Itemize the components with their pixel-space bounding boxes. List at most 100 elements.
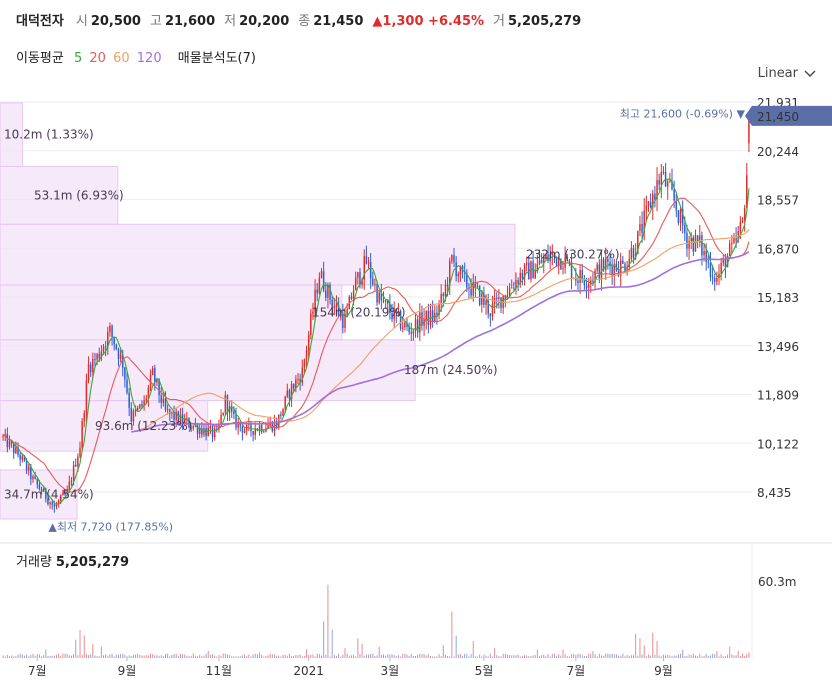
volume-bar (656, 641, 658, 658)
volume-profile-label: 187m (24.50%) (404, 363, 498, 377)
volume-bar (718, 656, 720, 658)
volume-bar (692, 653, 694, 658)
candle (32, 476, 34, 480)
candle (472, 282, 474, 296)
volume-bar (325, 654, 327, 658)
scale-label: Linear (757, 66, 798, 81)
volume-bar (462, 655, 464, 658)
candle (684, 225, 686, 233)
candle (538, 260, 541, 265)
volume-bar (312, 654, 314, 658)
volume-bar (372, 653, 374, 658)
volume-bar (321, 655, 323, 658)
close-value: 21,450 (313, 14, 364, 29)
volume-bar (395, 655, 397, 658)
candle (288, 390, 291, 399)
volume-bar (73, 654, 75, 658)
volume-title-label: 거래량 (16, 555, 52, 570)
volume-bar (701, 656, 703, 658)
candle (224, 395, 227, 413)
volume-bar (252, 654, 254, 658)
candle (645, 205, 648, 211)
candle (177, 411, 180, 424)
volume-bar (248, 654, 250, 658)
volume-bar (293, 655, 295, 658)
candle (434, 312, 436, 322)
volume-bar (62, 653, 64, 658)
volume-bar (611, 653, 613, 658)
volume-bar (2, 655, 4, 658)
volume-bar (560, 655, 562, 658)
x-axis-tick: 2021 (293, 664, 324, 678)
candle (19, 454, 21, 460)
candle (677, 210, 680, 223)
volume-bar (6, 654, 8, 658)
ma20-line (2, 197, 750, 493)
candle (600, 259, 603, 280)
volume-bar (447, 656, 449, 658)
volume-bar (132, 655, 134, 658)
volume-profile-label: 154m (20.19%) (312, 305, 406, 319)
candle (320, 271, 323, 278)
volume-bar (216, 656, 218, 658)
volume-bar (494, 648, 496, 658)
volume-bar (173, 653, 175, 658)
candle (393, 308, 395, 320)
volume-bar (256, 654, 258, 658)
volume-bar (543, 654, 545, 658)
volume-bar (472, 641, 474, 658)
candle (226, 395, 229, 413)
volume-bar (449, 656, 451, 658)
candle (342, 313, 344, 328)
candle (613, 263, 616, 276)
candle (57, 500, 60, 505)
volume-bar (306, 649, 308, 658)
volume-bar (603, 655, 605, 658)
volume-bar (263, 656, 265, 658)
candle (128, 392, 130, 408)
volume-bar (130, 655, 132, 658)
candle (553, 253, 556, 257)
candle (312, 311, 314, 314)
candle (301, 367, 304, 383)
volume-bar (288, 653, 290, 658)
y-axis-tick: 11,809 (757, 389, 799, 403)
candle (374, 284, 376, 286)
volume-profile-bar (0, 284, 343, 341)
volume-bar (481, 656, 483, 658)
volume-bar (117, 655, 119, 658)
ma120-label: 120 (136, 51, 162, 66)
candle (722, 258, 725, 264)
candle (66, 489, 68, 494)
volume-bar (261, 654, 263, 658)
volume-bar (440, 656, 442, 658)
candle (570, 262, 573, 279)
volume-axis-tick: 60.3m (758, 575, 796, 589)
x-axis-tick: 9월 (118, 664, 137, 678)
volume-bar (90, 654, 92, 658)
volume-bar (417, 654, 419, 658)
volume-bar (688, 654, 690, 658)
moving-average-legend[interactable]: 이동평균 5 20 60 120 매물분석도(7) (16, 47, 262, 66)
volume-bar (109, 654, 111, 658)
volume-bar (340, 656, 342, 658)
candle (40, 489, 43, 492)
candle (267, 425, 269, 429)
volume-bar (11, 655, 13, 658)
volume-bar (220, 655, 222, 658)
volume-bar (273, 654, 275, 658)
candle (292, 384, 295, 389)
volume-bar (415, 656, 417, 658)
candle (731, 242, 733, 244)
candle (461, 266, 464, 272)
volume-bar (365, 654, 367, 658)
candle (77, 456, 79, 467)
candle (136, 407, 139, 410)
volume-bar (592, 650, 594, 658)
volume-bar (536, 649, 538, 658)
candle (583, 279, 586, 286)
scale-dropdown[interactable]: Linear (758, 66, 816, 81)
volume-bar (301, 656, 303, 658)
candle (98, 354, 100, 358)
